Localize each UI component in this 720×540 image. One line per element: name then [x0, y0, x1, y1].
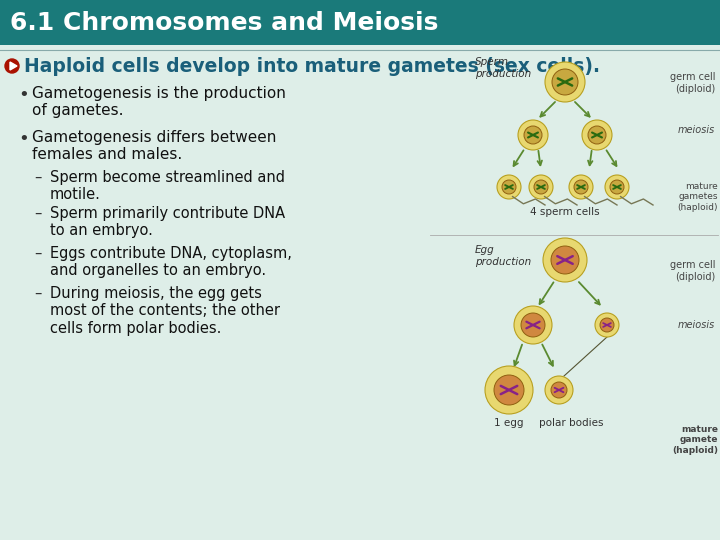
Text: polar bodies: polar bodies — [539, 418, 603, 428]
Text: meiosis: meiosis — [678, 320, 715, 330]
Text: 4 sperm cells: 4 sperm cells — [530, 207, 600, 217]
Text: Sperm
production: Sperm production — [475, 57, 531, 79]
Circle shape — [605, 175, 629, 199]
Text: –: – — [34, 246, 41, 261]
Circle shape — [545, 376, 573, 404]
Text: Eggs contribute DNA, cytoplasm,
and organelles to an embryo.: Eggs contribute DNA, cytoplasm, and orga… — [50, 246, 292, 279]
Circle shape — [569, 175, 593, 199]
Text: 1 egg: 1 egg — [494, 418, 523, 428]
Circle shape — [595, 313, 619, 337]
FancyBboxPatch shape — [0, 0, 720, 45]
Text: 6.1 Chromosomes and Meiosis: 6.1 Chromosomes and Meiosis — [10, 11, 438, 35]
Circle shape — [600, 318, 614, 332]
Circle shape — [502, 180, 516, 194]
Text: mature
gametes
(haploid): mature gametes (haploid) — [678, 182, 718, 212]
Circle shape — [5, 59, 19, 73]
Circle shape — [497, 175, 521, 199]
Circle shape — [518, 120, 548, 150]
Circle shape — [524, 126, 542, 144]
Circle shape — [551, 246, 579, 274]
Circle shape — [588, 126, 606, 144]
Circle shape — [551, 382, 567, 398]
Circle shape — [534, 180, 548, 194]
Text: germ cell
(diploid): germ cell (diploid) — [670, 260, 715, 281]
Text: –: – — [34, 206, 41, 221]
Circle shape — [494, 375, 524, 405]
Circle shape — [610, 180, 624, 194]
Text: meiosis: meiosis — [678, 125, 715, 135]
Text: Gametogenesis is the production
of gametes.: Gametogenesis is the production of gamet… — [32, 86, 286, 118]
Circle shape — [485, 366, 533, 414]
Text: Sperm become streamlined and
motile.: Sperm become streamlined and motile. — [50, 170, 285, 202]
Text: Gametogenesis differs between
females and males.: Gametogenesis differs between females an… — [32, 130, 276, 163]
Polygon shape — [10, 62, 17, 70]
Text: –: – — [34, 286, 41, 301]
Text: mature
gamete
(haploid): mature gamete (haploid) — [672, 425, 718, 455]
Circle shape — [574, 180, 588, 194]
Text: Sperm primarily contribute DNA
to an embryo.: Sperm primarily contribute DNA to an emb… — [50, 206, 285, 238]
Text: •: • — [18, 86, 29, 104]
Circle shape — [545, 62, 585, 102]
Circle shape — [514, 306, 552, 344]
Text: During meiosis, the egg gets
most of the contents; the other
cells form polar bo: During meiosis, the egg gets most of the… — [50, 286, 280, 336]
Text: Haploid cells develop into mature gametes (sex cells).: Haploid cells develop into mature gamete… — [24, 57, 600, 76]
Circle shape — [543, 238, 587, 282]
Text: Egg
production: Egg production — [475, 245, 531, 267]
Circle shape — [552, 69, 578, 95]
Circle shape — [529, 175, 553, 199]
Text: •: • — [18, 130, 29, 148]
Text: –: – — [34, 170, 41, 185]
Circle shape — [582, 120, 612, 150]
Text: germ cell
(diploid): germ cell (diploid) — [670, 72, 715, 93]
Circle shape — [521, 313, 545, 337]
